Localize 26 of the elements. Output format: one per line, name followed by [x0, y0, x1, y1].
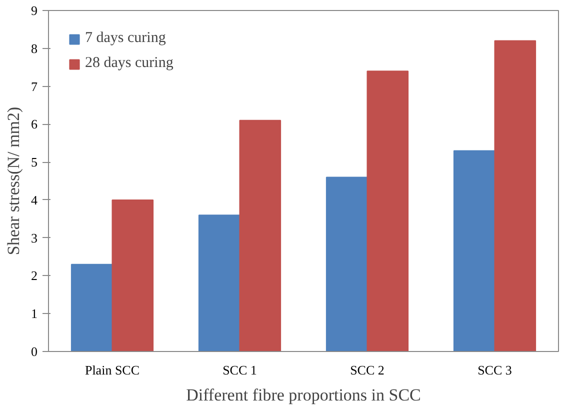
y-tick-label: 1	[31, 306, 38, 322]
y-tick-label: 2	[31, 268, 38, 284]
bar	[326, 176, 368, 352]
y-tick-label: 7	[31, 78, 38, 94]
bar	[112, 199, 154, 352]
x-tick-label: SCC 2	[350, 362, 384, 378]
x-axis-title: Different fibre proportions in SCC	[186, 386, 421, 404]
bar	[198, 214, 240, 352]
y-tick-label: 0	[31, 344, 38, 359]
y-axis-title: Shear stress(N/ mm2)	[4, 106, 23, 256]
x-tick-label: SCC 3	[478, 362, 512, 378]
x-tick-label: SCC 1	[222, 362, 257, 378]
bar	[239, 120, 282, 352]
y-tick-label: 4	[31, 192, 38, 208]
bar	[70, 264, 113, 352]
bar	[453, 150, 496, 352]
y-tick-label: 6	[31, 116, 38, 132]
y-tick-label: 8	[31, 40, 38, 56]
y-tick-label: 3	[31, 230, 38, 246]
bar	[366, 70, 409, 352]
legend-label: 28 days curing	[85, 55, 174, 72]
y-tick-label: 5	[31, 154, 38, 170]
bar	[494, 40, 536, 352]
x-tick-label: Plain SCC	[84, 362, 140, 378]
y-tick-label: 9	[31, 3, 38, 18]
legend-label: 7 days curing	[85, 30, 166, 47]
